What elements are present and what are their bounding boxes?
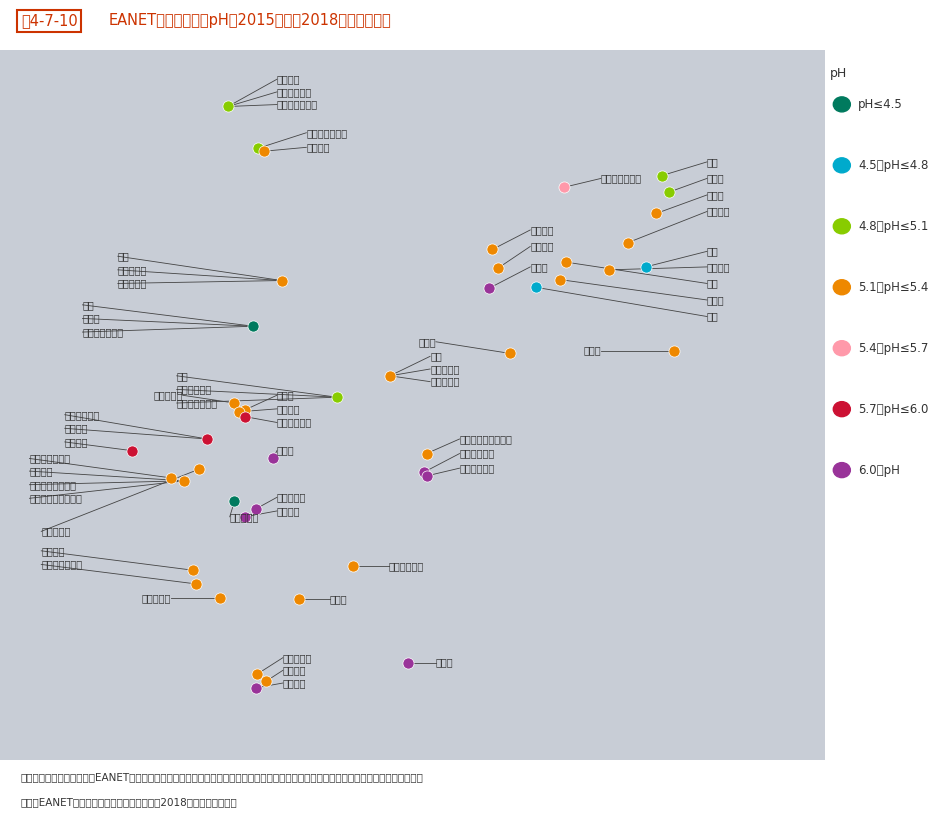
Text: バンコク: バンコク [29,466,53,476]
Text: バンドン: バンドン [283,665,306,676]
Text: 4.5＜pH≤4.8: 4.5＜pH≤4.8 [858,159,928,172]
Text: セルポン: セルポン [283,678,306,688]
Text: サクラート: サクラート [41,526,70,536]
Text: マロス: マロス [436,658,453,668]
Text: 4.8＜pH≤5.1: 4.8＜pH≤5.1 [858,220,928,233]
Text: ヤンゴン: ヤンゴン [64,437,88,447]
Text: ダナンバレー: ダナンバレー [389,561,424,571]
Text: サント・トーマス山: サント・トーマス山 [460,434,512,444]
Text: EANET地域の降水中pH（2015年から2018年の平均値）: EANET地域の降水中pH（2015年から2018年の平均値） [109,13,392,28]
Text: 珠海: 珠海 [176,371,189,381]
Text: カンファ: カンファ [530,225,554,235]
Text: ジュシエンドン: ジュシエンドン [176,398,218,408]
Text: ジンユンシャン: ジンユンシャン [82,327,123,337]
Text: 重慶: 重慶 [82,300,94,310]
Text: 厦門: 厦門 [430,352,442,362]
Text: 東京: 東京 [707,246,719,256]
Text: イエンバイ: イエンバイ [154,390,183,400]
Text: ダナン: ダナン [277,446,295,456]
Text: モンディ: モンディ [277,74,301,84]
Text: 6.0＜pH: 6.0＜pH [858,463,900,477]
Text: ハイフ: ハイフ [82,313,100,323]
Text: 小笠原: 小笠原 [583,346,601,356]
Text: プリモルスカヤ: プリモルスカヤ [601,174,642,184]
Text: マニラ首都圏: マニラ首都圏 [460,448,495,458]
Text: タナラタ: タナラタ [41,546,64,556]
Text: 利尻: 利尻 [707,157,719,167]
Text: ジーウォズ: ジーウォズ [118,278,147,288]
Text: 落石岬: 落石岬 [707,174,724,184]
Text: クチン: クチン [330,595,348,605]
Text: クックプオン: クックプオン [277,418,312,428]
Text: ペタリンジャヤ: ペタリンジャヤ [41,559,82,569]
Text: 注：測定方法については、EANETにおいて実技マニュアルとして定められている方法による。なお、精度保証・精度管理は実施している。: 注：測定方法については、EANETにおいて実技マニュアルとして定められている方法… [21,772,424,782]
Text: シャンジョウ: シャンジョウ [176,384,212,394]
Text: 5.1＜pH≤5.4: 5.1＜pH≤5.4 [858,281,928,294]
Text: サムットプラカーン: サムットプラカーン [29,493,82,504]
Text: リストビヤンカ: リストビヤンカ [277,99,318,109]
Text: カンチャナブリ: カンチャナブリ [29,453,70,463]
Text: pH≤4.5: pH≤4.5 [858,98,902,111]
Text: 5.4＜pH≤5.7: 5.4＜pH≤5.7 [858,342,928,355]
Text: カントー: カントー [277,506,301,516]
Text: 竜飛岬: 竜飛岬 [707,190,724,200]
Text: 済州島: 済州島 [530,262,548,272]
Text: ビエンチャン: ビエンチャン [64,410,100,420]
Text: コトタバン: コトタバン [141,594,171,604]
Text: パトゥムターニー: パトゥムターニー [29,479,77,489]
Text: シージャン: シージャン [118,265,147,275]
Text: ホンウェン: ホンウェン [430,364,460,374]
Text: 伊自良湖: 伊自良湖 [707,262,731,272]
Text: ウランバートル: ウランバートル [306,128,348,138]
Text: 5.7＜pH≤6.0: 5.7＜pH≤6.0 [858,402,928,416]
Text: ホアビン: ホアビン [277,404,301,414]
Text: ロスバニョス: ロスバニョス [460,463,495,473]
Text: pH: pH [830,67,847,80]
Text: テレルジ: テレルジ [306,142,330,152]
Text: 佐渡関岬: 佐渡関岬 [707,206,731,216]
Text: シャオピン: シャオピン [430,377,460,387]
Text: 西安: 西安 [118,251,130,261]
Text: 椎原: 椎原 [707,311,719,321]
Text: 隠岐: 隠岐 [707,278,719,288]
Text: 資料：EANET「東アジア酸性雨データ報告書2018」より環境省作成: 資料：EANET「東アジア酸性雨データ報告書2018」より環境省作成 [21,797,238,807]
Text: 辺戸岬: 辺戸岬 [418,337,436,347]
Text: ジャカルタ: ジャカルタ [283,653,312,663]
Text: ホーチミン: ホーチミン [277,493,306,503]
Text: 図4-7-10: 図4-7-10 [21,13,78,28]
Text: イムシル: イムシル [530,241,554,251]
Text: マエヒア: マエヒア [64,423,88,433]
Text: ハノイ: ハノイ [277,390,295,400]
Text: 蟠竜湖: 蟠竜湖 [707,295,724,305]
FancyBboxPatch shape [0,48,829,762]
Text: プノンペン: プノンペン [229,512,259,522]
Text: イルクーツク: イルクーツク [277,87,312,97]
